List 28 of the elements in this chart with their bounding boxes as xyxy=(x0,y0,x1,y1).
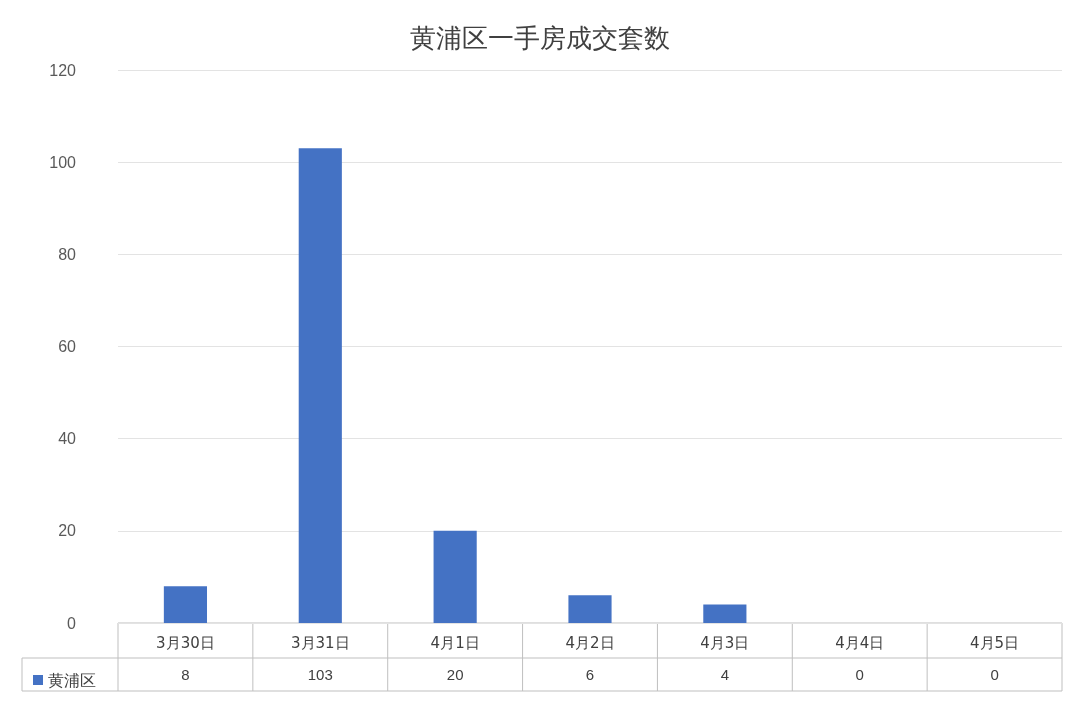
bar xyxy=(703,604,747,623)
bar xyxy=(163,586,208,623)
bar xyxy=(568,595,612,623)
x-tick-label: 3月31日 xyxy=(290,633,350,652)
data-label: 20 xyxy=(446,666,464,683)
x-tick-label: 4月5日 xyxy=(970,633,1020,652)
data-label: 0 xyxy=(855,666,864,683)
legend-label: 黄浦区 xyxy=(48,670,96,690)
y-tick-label: 120 xyxy=(49,61,77,79)
y-tick-label: 60 xyxy=(58,338,77,355)
x-tick-label: 3月30日 xyxy=(156,633,215,652)
data-label: 4 xyxy=(720,666,730,683)
y-tick-label: 100 xyxy=(49,153,77,171)
x-tick-label: 4月1日 xyxy=(430,633,480,652)
y-tick-label: 0 xyxy=(67,614,77,632)
data-label: 103 xyxy=(307,666,333,683)
chart-title: 黄浦区一手房成交套数 xyxy=(410,23,670,53)
bar xyxy=(433,530,477,623)
data-label: 8 xyxy=(181,666,190,683)
x-tick-label: 4月3日 xyxy=(700,633,750,652)
data-label: 0 xyxy=(990,666,999,683)
bar xyxy=(298,148,342,623)
y-tick-label: 20 xyxy=(58,522,77,540)
data-label: 6 xyxy=(585,666,595,683)
y-tick-label: 40 xyxy=(58,430,77,448)
x-tick-label: 4月2日 xyxy=(565,633,615,652)
x-tick-label: 4月4日 xyxy=(835,633,885,652)
y-tick-label: 80 xyxy=(58,245,77,263)
